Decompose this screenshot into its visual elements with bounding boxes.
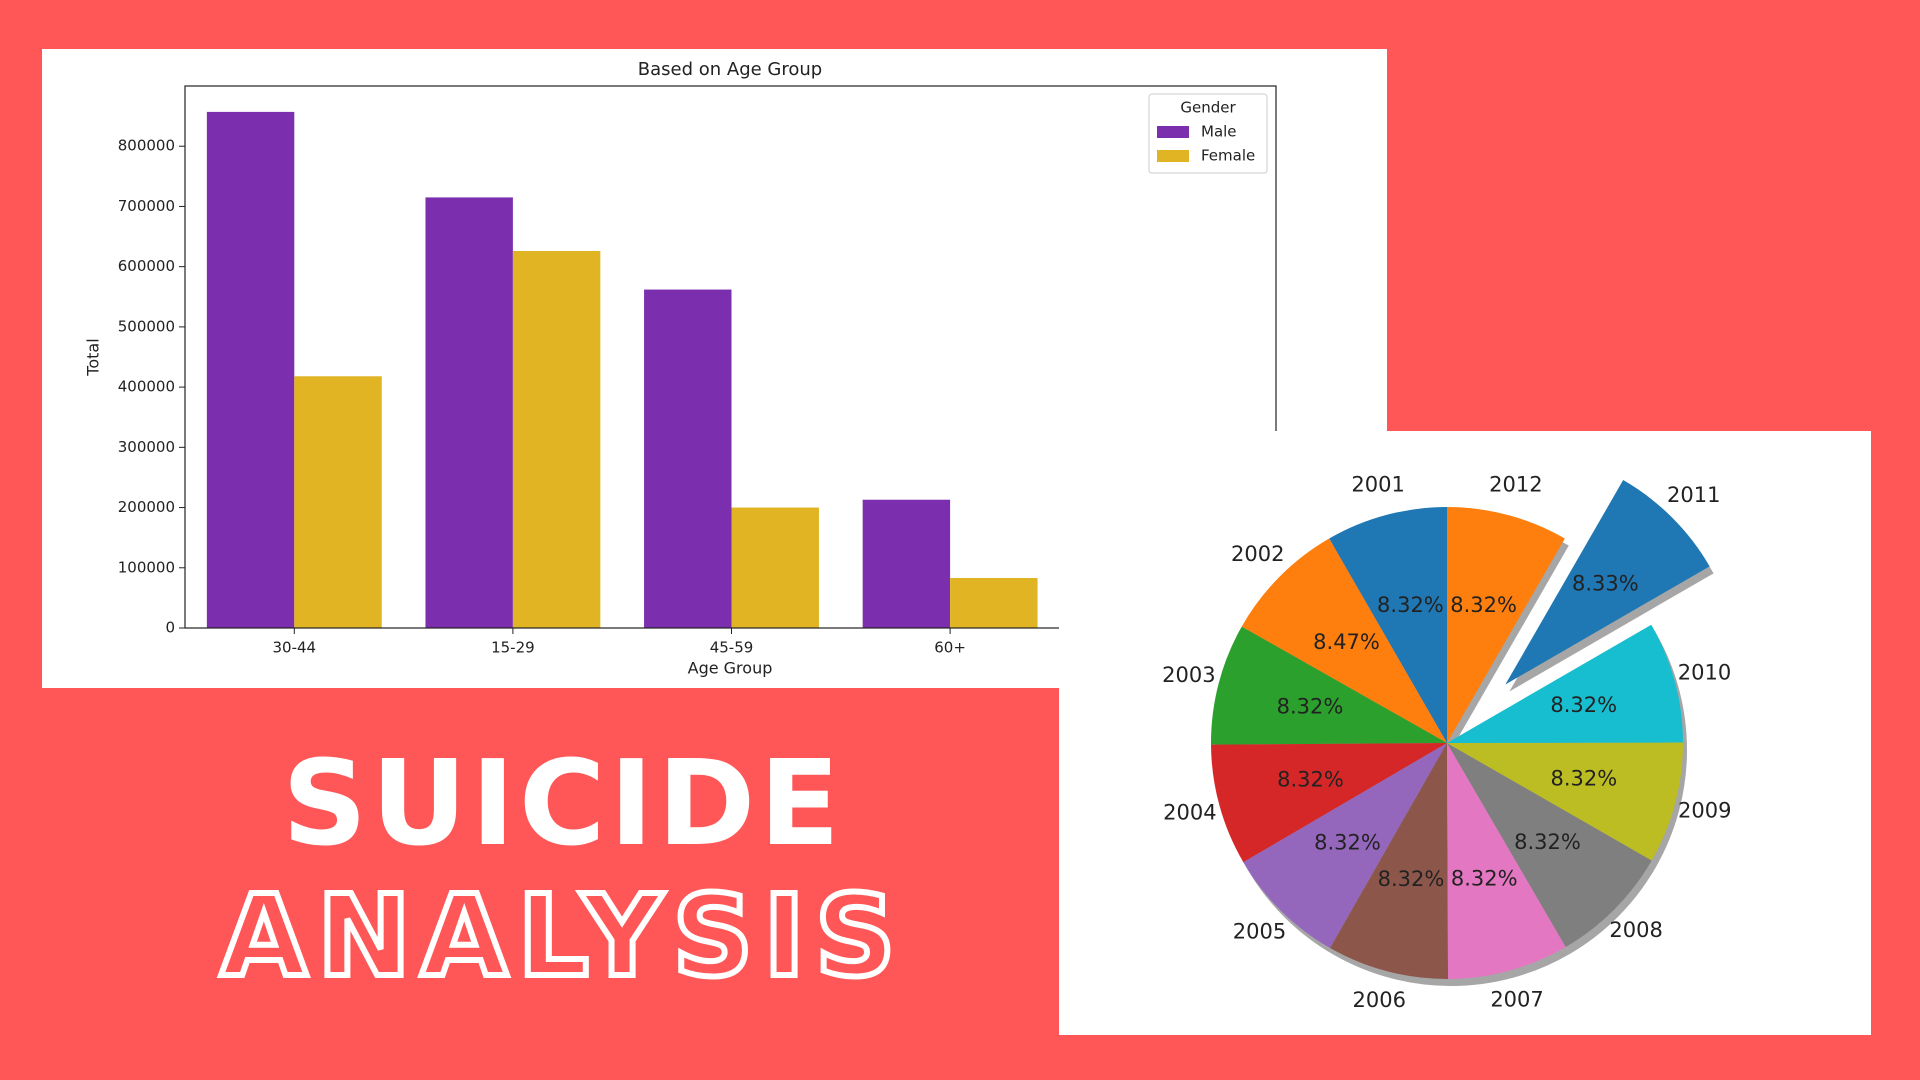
banner-title: SUICIDE [282, 734, 844, 872]
slice-label: 2012 [1489, 472, 1542, 496]
slice-label: 2009 [1678, 798, 1731, 822]
y-axis-label: Total [84, 338, 103, 376]
y-tick-label: 0 [165, 619, 175, 637]
value-label: 8.32% [1314, 831, 1381, 855]
bar [512, 251, 601, 628]
slice-label: 2010 [1678, 661, 1731, 685]
y-tick-label: 300000 [118, 438, 175, 456]
plot-frame [184, 85, 1277, 629]
bar [644, 289, 732, 628]
bar [425, 197, 513, 628]
legend-swatch [1157, 126, 1189, 138]
slice-label: 2007 [1490, 987, 1543, 1011]
slice-label: 2006 [1352, 988, 1405, 1012]
y-tick-label: 100000 [118, 558, 175, 576]
y-tick-label: 400000 [118, 378, 175, 396]
y-tick-label: 800000 [118, 137, 175, 155]
value-label: 8.47% [1313, 630, 1380, 654]
value-label: 8.32% [1550, 766, 1617, 790]
pie-slice [1243, 743, 1447, 948]
legend-label: Female [1201, 147, 1255, 165]
legend-swatch [1157, 150, 1189, 162]
pie-slice [1241, 538, 1447, 743]
slice-label: 2008 [1609, 918, 1662, 942]
y-tick-label: 600000 [118, 257, 175, 275]
slice-label: 2001 [1351, 472, 1404, 496]
pie-slice [1447, 624, 1683, 743]
slice-label: 2011 [1667, 483, 1720, 507]
value-label: 8.32% [1450, 593, 1517, 617]
bar [731, 507, 819, 628]
value-label: 8.32% [1514, 830, 1581, 854]
pie-slice [1447, 743, 1652, 947]
x-axis-label: Age Group [688, 659, 773, 678]
slice-label: 2002 [1231, 542, 1284, 566]
pie-slice [1447, 742, 1683, 861]
bar [294, 376, 382, 628]
x-tick-label: 60+ [934, 639, 966, 657]
pie-slice [1330, 743, 1449, 980]
bar [950, 578, 1038, 628]
pie-slice [1211, 626, 1447, 745]
bar [206, 111, 295, 628]
value-label: 8.32% [1378, 867, 1445, 891]
slice-label: 2005 [1233, 920, 1286, 944]
pie-slice [1505, 480, 1710, 685]
bar-chart: Based on Age Group Age Group Total 0 1000… [42, 49, 1387, 688]
x-tick-label: 45-59 [710, 639, 754, 657]
value-label: 8.33% [1572, 571, 1639, 595]
banner-subtitle: ANALYSIS [220, 872, 905, 1002]
pie-slice [1447, 507, 1565, 743]
pie-chart: 2001 8.32% 2002 8.47% 2003 8.32% 2004 8.32% 2005… [1059, 431, 1871, 1035]
pie-slice [1211, 743, 1447, 863]
value-label: 8.32% [1277, 694, 1344, 718]
value-label: 8.32% [1277, 768, 1344, 792]
bar [862, 499, 951, 628]
y-tick-label: 700000 [118, 197, 175, 215]
chart-title: Based on Age Group [638, 59, 822, 80]
slice-label: 2003 [1162, 663, 1215, 687]
value-label: 8.32% [1550, 693, 1617, 717]
x-tick-label: 30-44 [273, 639, 317, 657]
y-tick-label: 200000 [118, 498, 175, 516]
y-tick-label: 500000 [118, 317, 175, 335]
slice-label: 2004 [1163, 801, 1216, 825]
x-tick-label: 15-29 [491, 639, 535, 657]
value-label: 8.32% [1451, 867, 1518, 891]
legend-title: Gender [1180, 99, 1236, 117]
value-label: 8.32% [1377, 593, 1444, 617]
legend-label: Male [1201, 123, 1237, 141]
pie-slice [1329, 507, 1447, 743]
pie-slice [1447, 743, 1566, 979]
